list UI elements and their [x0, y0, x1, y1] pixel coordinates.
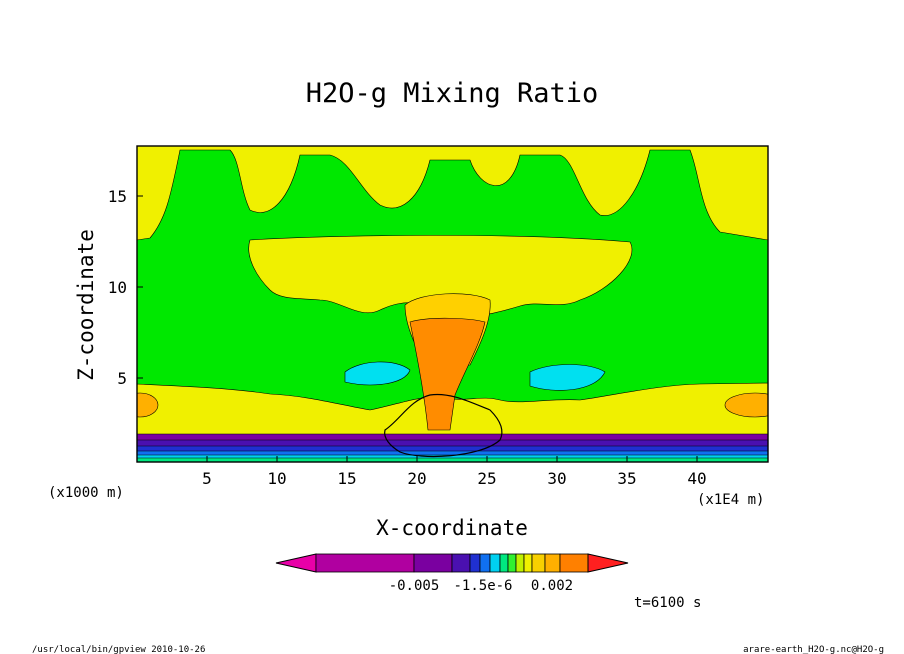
colorbar-arrow-left: [275, 553, 317, 573]
chart-title: H2O-g Mixing Ratio: [306, 78, 599, 109]
colorbar: [275, 553, 629, 573]
y-tick-labels: 15 10 5: [108, 187, 127, 388]
colorbar-swatch: [531, 553, 546, 573]
x-unit-right: (x1E4 m): [697, 492, 764, 508]
colorbar-swatch: [479, 553, 491, 573]
y-tick-label: 10: [108, 278, 127, 297]
cyan-patch-left: [344, 361, 411, 386]
x-tick-labels: 5 10 15 20 25 30 35 40: [202, 469, 706, 488]
mid-yellow-band: [248, 235, 633, 316]
orange-lobe-left: [137, 392, 159, 418]
x-tick-label: 20: [407, 469, 426, 488]
y-tick-label: 15: [108, 187, 127, 206]
anvil-orange: [409, 317, 486, 431]
layer-5: [137, 455, 768, 458]
layer-3: [137, 446, 768, 451]
colorbar-swatch: [413, 553, 453, 573]
plot-frame: [136, 145, 769, 463]
x-ticks: [206, 456, 698, 462]
layer-1: [137, 434, 768, 440]
colorbar-label: -1.5e-6: [453, 578, 512, 594]
colorbar-swatch: [515, 553, 525, 573]
x-tick-label: 10: [267, 469, 286, 488]
colorbar-swatch: [469, 553, 481, 573]
time-label: t=6100 s: [634, 595, 701, 611]
y-axis-label: Z-coordinate: [74, 229, 98, 381]
x-tick-label: 5: [202, 469, 212, 488]
contour-field: [137, 146, 768, 462]
y-ticks: [137, 195, 143, 379]
layer-4: [137, 451, 768, 455]
layer-lines: [137, 433, 768, 459]
cyan-patch-right: [529, 364, 606, 391]
colorbar-label: -0.005: [389, 578, 440, 594]
colorbar-arrow-right: [587, 553, 629, 573]
x-tick-label: 30: [547, 469, 566, 488]
layer-2: [137, 440, 768, 446]
colorbar-swatch: [523, 553, 533, 573]
orange-lobe-right: [724, 392, 768, 418]
x-tick-label: 40: [687, 469, 706, 488]
footer-left: /usr/local/bin/gpview 2010-10-26: [32, 645, 205, 654]
colorbar-swatch: [544, 553, 561, 573]
colorbar-swatch: [499, 553, 509, 573]
layer-6: [137, 458, 768, 462]
y-tick-label: 5: [117, 369, 127, 388]
x-axis-label: X-coordinate: [376, 516, 528, 540]
turbulent-core: [384, 393, 503, 458]
x-unit-left: (x1000 m): [48, 485, 124, 501]
colorbar-swatch: [559, 553, 589, 573]
upper-yellow-band: [137, 146, 768, 241]
colorbar-swatch: [451, 553, 471, 573]
x-tick-label: 15: [337, 469, 356, 488]
footer-right: arare-earth_H2O-g.nc@H2O-g: [743, 645, 884, 654]
x-tick-label: 35: [617, 469, 636, 488]
colorbar-swatch: [489, 553, 501, 573]
colorbar-label: 0.002: [531, 578, 573, 594]
x-tick-label: 25: [477, 469, 496, 488]
colorbar-swatch: [315, 553, 415, 573]
colorbar-labels: -0.005 -1.5e-6 0.002: [389, 578, 573, 594]
colorbar-swatch: [507, 553, 517, 573]
